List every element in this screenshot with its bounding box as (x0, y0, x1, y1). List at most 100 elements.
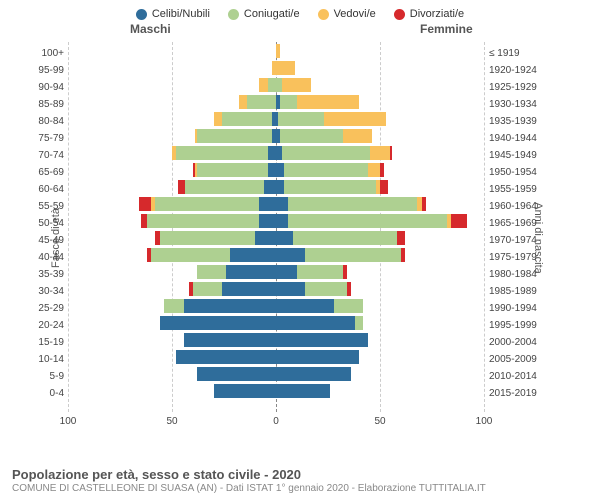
bar-segment (288, 214, 446, 228)
bar-male (68, 61, 276, 75)
bar-female (276, 78, 484, 92)
bar-segment (276, 61, 295, 75)
bar-segment (276, 180, 284, 194)
bar-segment (293, 231, 397, 245)
bar-female (276, 282, 484, 296)
gridline (484, 42, 485, 412)
bar-segment (368, 163, 380, 177)
bar-female (276, 350, 484, 364)
bar-segment (276, 282, 305, 296)
legend-swatch (136, 9, 147, 20)
bar-segment (276, 44, 280, 58)
pyramid-row (68, 180, 484, 194)
x-tick: 50 (374, 416, 385, 427)
bar-segment (147, 214, 259, 228)
legend-swatch (228, 9, 239, 20)
bar-male (68, 44, 276, 58)
pyramid-row (68, 197, 484, 211)
birth-label: 1945-1949 (489, 150, 575, 161)
x-axis: 10050050100 (68, 416, 484, 432)
bar-segment (343, 265, 347, 279)
bar-segment (184, 333, 276, 347)
age-label: 20-24 (24, 320, 64, 331)
bar-segment (276, 163, 284, 177)
bar-segment (226, 265, 276, 279)
bar-male (68, 282, 276, 296)
pyramid-row (68, 367, 484, 381)
age-label: 25-29 (24, 303, 64, 314)
bar-segment (230, 248, 276, 262)
bar-segment (282, 78, 311, 92)
bar-segment (276, 231, 293, 245)
bar-male (68, 146, 276, 160)
x-tick: 0 (273, 416, 279, 427)
pyramid-row (68, 112, 484, 126)
bar-male (68, 231, 276, 245)
bar-segment (259, 197, 276, 211)
bar-segment (305, 282, 347, 296)
age-label: 30-34 (24, 286, 64, 297)
age-label: 70-74 (24, 150, 64, 161)
bar-segment (259, 78, 267, 92)
bar-female (276, 180, 484, 194)
bar-segment (276, 367, 351, 381)
bar-segment (214, 112, 222, 126)
age-label: 80-84 (24, 116, 64, 127)
bar-female (276, 112, 484, 126)
pyramid-row (68, 61, 484, 75)
bar-segment (264, 180, 276, 194)
pyramid-row (68, 129, 484, 143)
footer: Popolazione per età, sesso e stato civil… (12, 467, 588, 494)
bar-segment (280, 95, 297, 109)
birth-label: 1950-1954 (489, 167, 575, 178)
bar-male (68, 112, 276, 126)
age-label: 0-4 (24, 388, 64, 399)
bar-segment (422, 197, 426, 211)
birth-label: 2015-2019 (489, 388, 575, 399)
bar-male (68, 197, 276, 211)
bar-segment (160, 231, 256, 245)
legend-item: Celibi/Nubili (136, 8, 210, 20)
bars (68, 42, 484, 412)
bar-female (276, 163, 484, 177)
age-label: 5-9 (24, 371, 64, 382)
legend-item: Divorziati/e (394, 8, 464, 20)
bar-segment (197, 367, 276, 381)
age-label: 75-79 (24, 133, 64, 144)
birth-label: 1955-1959 (489, 184, 575, 195)
birth-label: 1970-1974 (489, 235, 575, 246)
birth-label: 1935-1939 (489, 116, 575, 127)
plot-area (68, 42, 484, 412)
pyramid-row (68, 282, 484, 296)
x-tick: 50 (166, 416, 177, 427)
legend-swatch (394, 9, 405, 20)
bar-segment (282, 146, 369, 160)
bar-male (68, 78, 276, 92)
legend-label: Divorziati/e (410, 8, 464, 20)
bar-female (276, 61, 484, 75)
birth-label: ≤ 1919 (489, 48, 575, 59)
birth-label: 1940-1944 (489, 133, 575, 144)
bar-segment (355, 316, 363, 330)
age-label: 85-89 (24, 99, 64, 110)
pyramid-row (68, 299, 484, 313)
birth-label: 1965-1969 (489, 218, 575, 229)
legend-item: Vedovi/e (318, 8, 376, 20)
birth-label: 2010-2014 (489, 371, 575, 382)
pyramid-chart: Fasce di età Anni di nascita 100+95-9990… (24, 38, 576, 438)
legend-label: Vedovi/e (334, 8, 376, 20)
bar-segment (185, 180, 264, 194)
footer-subtitle: COMUNE DI CASTELLEONE DI SUASA (AN) - Da… (12, 483, 588, 494)
pyramid-row (68, 333, 484, 347)
bar-male (68, 265, 276, 279)
bar-segment (222, 282, 276, 296)
bar-segment (380, 180, 388, 194)
pyramid-row (68, 350, 484, 364)
bar-segment (276, 265, 297, 279)
bar-segment (160, 316, 276, 330)
age-label: 40-44 (24, 252, 64, 263)
bar-segment (276, 248, 305, 262)
bar-segment (151, 248, 230, 262)
bar-segment (284, 163, 367, 177)
bar-segment (197, 265, 226, 279)
